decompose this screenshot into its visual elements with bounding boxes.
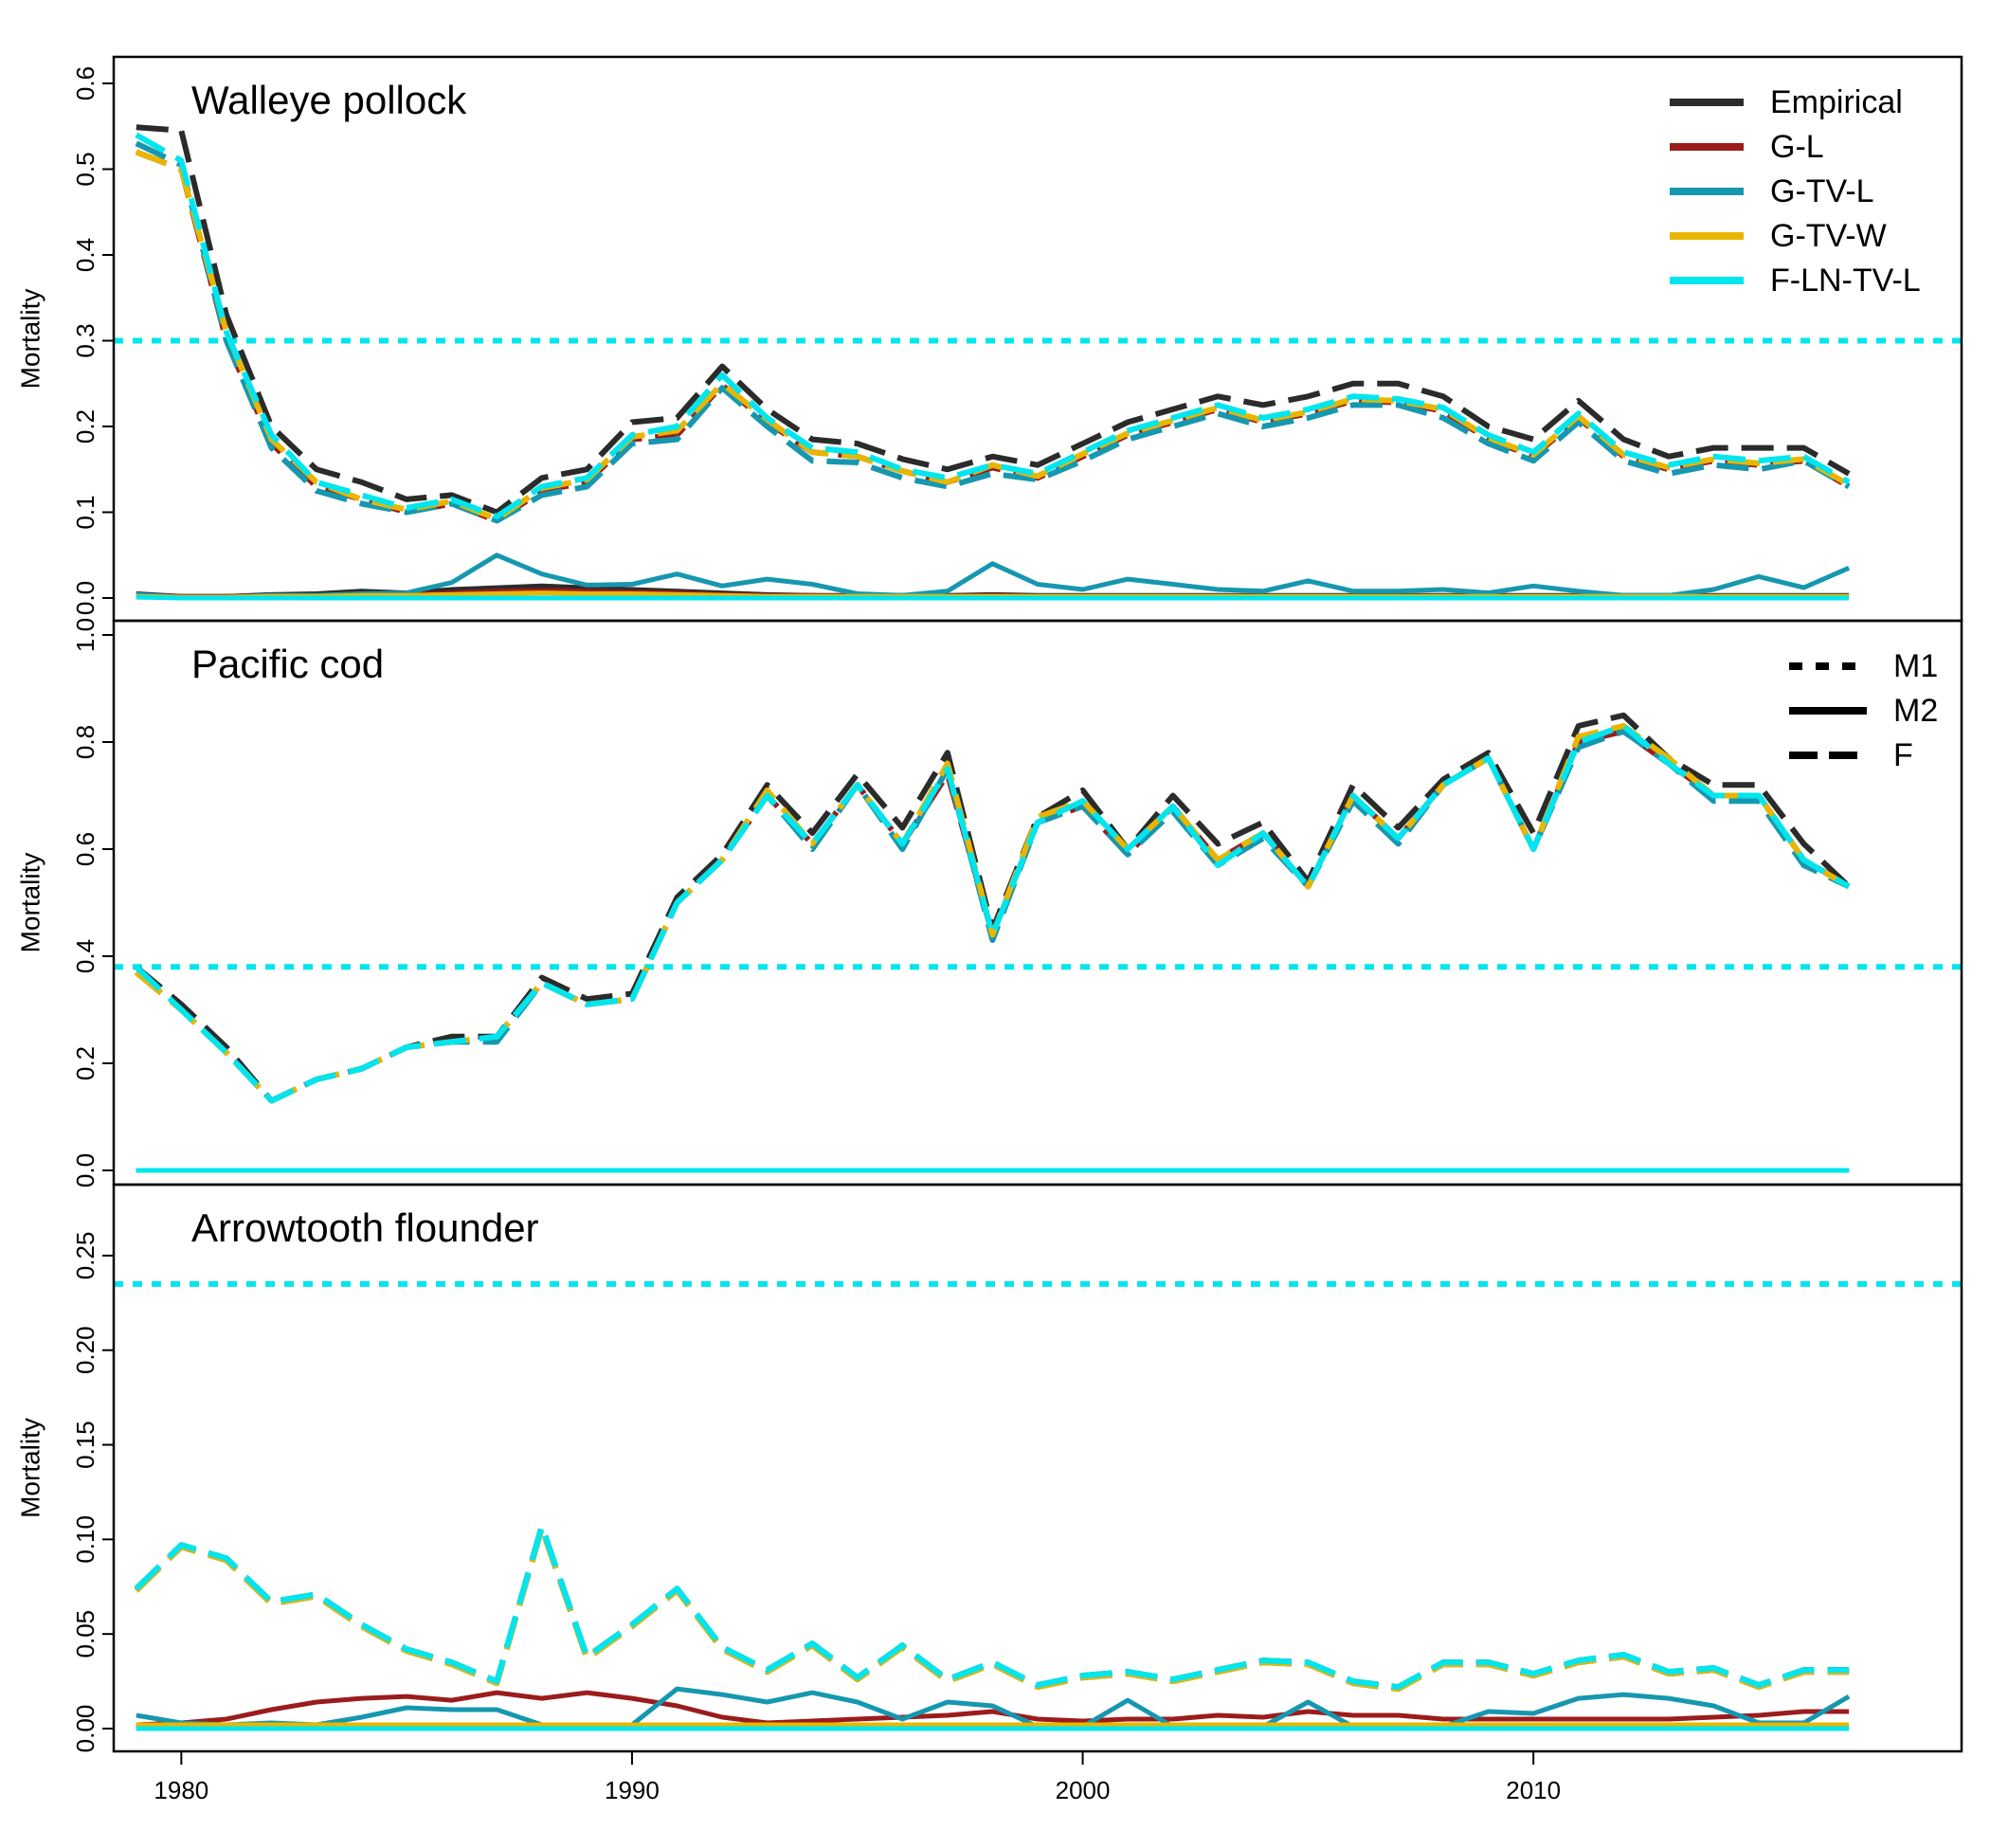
m2-series-g-l xyxy=(136,1690,1850,1728)
legend-label: F-LN-TV-L xyxy=(1770,263,1921,299)
y-tick-label: 1.0 xyxy=(71,618,100,652)
panel-title: Walleye pollock xyxy=(191,78,467,122)
panel-title: Arrowtooth flounder xyxy=(191,1205,539,1250)
f-series-empirical xyxy=(136,124,1851,516)
f-series-f-ln-tv-l xyxy=(134,723,1851,1104)
y-tick-label: 0.6 xyxy=(71,832,100,866)
f-series-g-tv-w xyxy=(135,149,1851,522)
y-tick-label: 0.8 xyxy=(71,725,100,759)
y-tick-label: 0.00 xyxy=(71,1705,100,1753)
y-axis-label: Mortality xyxy=(16,289,45,390)
legends: Empirical G-L G-TV-L G-TV-W F-LN-TV-L M1 M2 F xyxy=(1670,84,1938,773)
panel-frame xyxy=(112,55,1963,623)
f-series-g-tv-l xyxy=(134,728,1851,1104)
f-series-empirical xyxy=(134,712,1852,1104)
y-tick-label: 0.4 xyxy=(71,939,100,973)
y-tick-label: 0.2 xyxy=(71,409,100,444)
m2-series-f-ln-tv-l xyxy=(136,594,1850,601)
y-tick-label: 0.20 xyxy=(71,1326,100,1374)
y-tick-label: 0.5 xyxy=(71,152,100,186)
m2-series-g-tv-l xyxy=(136,1686,1851,1730)
y-tick-label: 0.25 xyxy=(71,1232,100,1280)
y-axis: 0.0 0.2 0.4 0.6 0.8 1.0 xyxy=(71,618,114,1187)
y-tick-label: 0.05 xyxy=(71,1610,100,1658)
f-series-g-tv-w xyxy=(134,723,1851,1104)
y-tick-label: 0.2 xyxy=(71,1046,100,1080)
f-series-f-ln-tv-l xyxy=(135,132,1851,519)
legend-label: G-TV-W xyxy=(1770,218,1887,254)
f-series-f-ln-tv-l xyxy=(134,1523,1850,1691)
y-tick-label: 0.15 xyxy=(71,1421,100,1469)
x-tick-label: 2000 xyxy=(1056,1776,1111,1804)
panel-title: Pacific cod xyxy=(191,642,384,686)
y-tick-label: 0.0 xyxy=(71,1153,100,1187)
legend-label: F xyxy=(1893,737,1913,773)
type-legend: M1 M2 F xyxy=(1789,648,1938,773)
f-series-g-tv-l xyxy=(134,1525,1850,1693)
panel-pacific-cod: 0.0 0.2 0.4 0.6 0.8 1.0 Mortality Pacific cod xyxy=(16,618,1963,1187)
x-tick-label: 1990 xyxy=(605,1776,660,1804)
legend-label: Empirical xyxy=(1770,84,1903,120)
y-axis-label: Mortality xyxy=(16,1418,45,1518)
y-axis-label: Mortality xyxy=(16,853,45,953)
x-tick-label: 1980 xyxy=(154,1776,208,1804)
f-series-g-l xyxy=(134,728,1851,1104)
y-tick-label: 0.10 xyxy=(71,1515,100,1564)
y-tick-label: 0.4 xyxy=(71,238,100,272)
legend-label: M1 xyxy=(1893,648,1938,684)
panel-arrowtooth-flounder: 0.00 0.05 0.10 0.15 0.20 0.25 Mortality Arrowto… xyxy=(16,1183,1963,1753)
y-axis: 0.00 0.05 0.10 0.15 0.20 0.25 xyxy=(71,1232,114,1753)
y-tick-label: 0.3 xyxy=(71,323,100,357)
y-tick-label: 0.0 xyxy=(71,581,100,615)
x-axis: 1980 1990 2000 2010 xyxy=(154,1751,1561,1804)
m2-series-g-tv-l xyxy=(136,553,1851,600)
y-axis: 0.0 0.1 0.2 0.3 0.4 0.5 0.6 xyxy=(71,66,114,615)
panel-frame xyxy=(112,619,1963,1187)
panels-layer: 0.0 0.1 0.2 0.3 0.4 0.5 0.6 Mortality Walleye po… xyxy=(16,55,1963,1753)
f-series-g-l xyxy=(134,1525,1850,1693)
model-legend: Empirical G-L G-TV-L G-TV-W F-LN-TV-L xyxy=(1670,84,1921,299)
panel-frame xyxy=(112,1183,1963,1753)
legend-label: G-L xyxy=(1770,129,1824,165)
x-tick-label: 2010 xyxy=(1506,1776,1561,1804)
panel-walleye-pollock: 0.0 0.1 0.2 0.3 0.4 0.5 0.6 Mortality Walleye po… xyxy=(16,55,1963,623)
f-series-g-tv-w xyxy=(134,1525,1850,1693)
legend-label: G-TV-L xyxy=(1770,173,1874,209)
legend-label: M2 xyxy=(1893,693,1938,729)
y-tick-label: 0.1 xyxy=(71,495,100,529)
y-tick-label: 0.6 xyxy=(71,66,100,100)
